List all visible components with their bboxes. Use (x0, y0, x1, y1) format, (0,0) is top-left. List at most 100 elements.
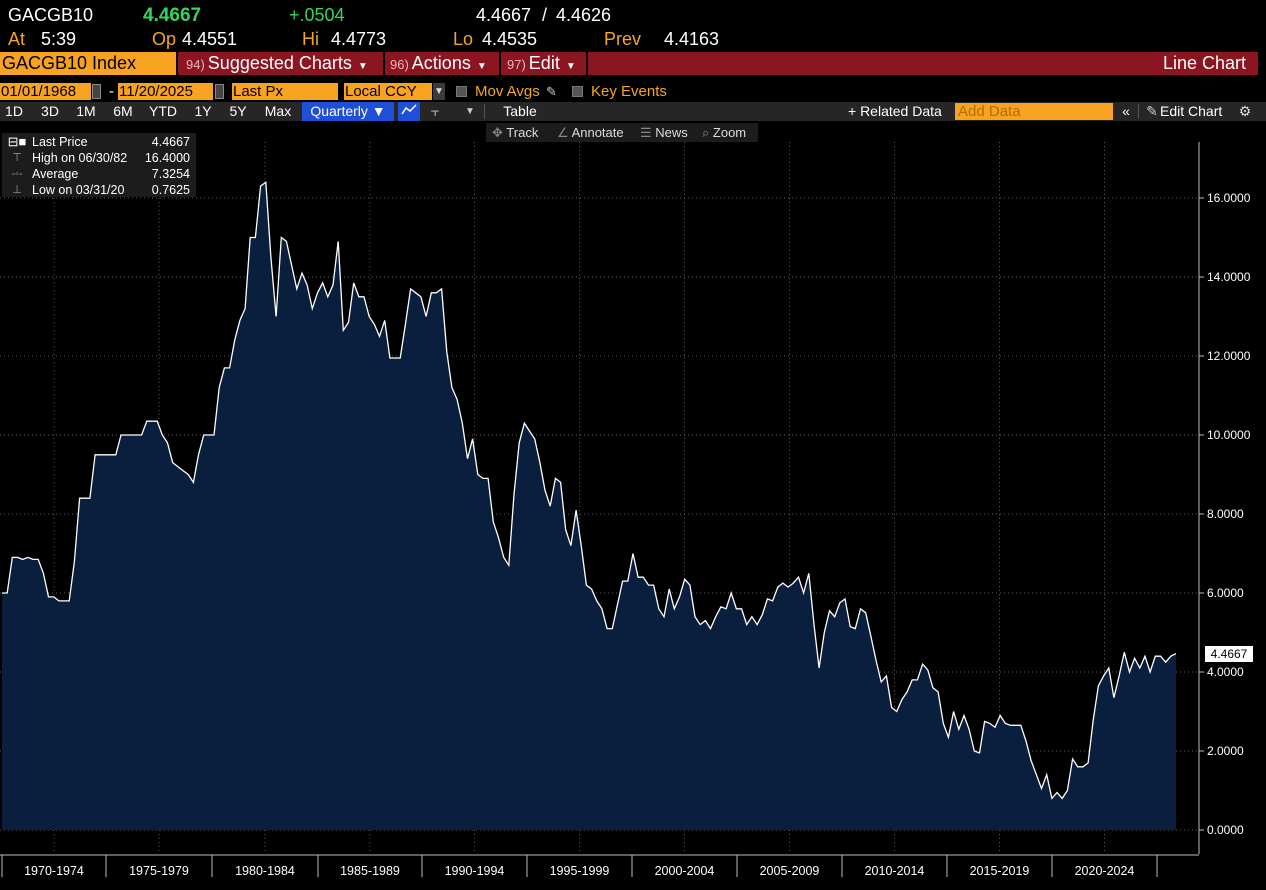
y-tick-label: 14.0000 (1207, 270, 1251, 284)
x-tick-label: 1990-1994 (445, 864, 505, 878)
x-tick-label: 2005-2009 (760, 864, 820, 878)
y-tick-label: 2.0000 (1207, 744, 1244, 758)
price-field-select[interactable]: Last Px (232, 83, 338, 100)
caret-down-icon: ▼ (476, 61, 487, 72)
x-tick-label: 1975-1979 (129, 864, 189, 878)
menu-separator (499, 52, 501, 75)
track-button[interactable]: ✥ Track (492, 123, 538, 142)
menu-number: 96) (390, 57, 409, 72)
menu-label: Actions (411, 53, 471, 73)
add-data-input[interactable]: Add Data (955, 103, 1113, 120)
open-value: 4.4551 (182, 29, 238, 49)
bar-chart-icon[interactable]: ⫟ (430, 103, 440, 119)
chart-tools-bar (486, 123, 758, 142)
chart-type-dropdown-icon[interactable]: ▼ (465, 106, 475, 117)
y-tick-label: 8.0000 (1207, 507, 1244, 521)
y-tick-label: 10.0000 (1207, 428, 1251, 442)
x-tick-label: 1985-1989 (340, 864, 400, 878)
key-events-label: Key Events (591, 83, 667, 100)
crosshair-icon: ✥ (492, 125, 503, 140)
legend-name: High on 06/30/82 (32, 151, 128, 165)
legend-name: Average (32, 167, 79, 181)
news-button[interactable]: ☰ News (640, 123, 688, 142)
prev-label: Prev (604, 29, 642, 49)
calendar-icon[interactable] (92, 84, 101, 99)
legend-row-average: -◦- Average 7.3254 (2, 166, 196, 182)
quote-time: 5:39 (41, 29, 77, 49)
line-chart-icon-svg (401, 104, 417, 115)
chart-type-title: Line Chart (1162, 53, 1246, 73)
high-label: Hi (302, 29, 319, 49)
x-tick-label: 1995-1999 (550, 864, 610, 878)
menu-separator (586, 52, 588, 75)
table-button[interactable]: Table (503, 103, 537, 119)
net-change: +.0504 (289, 5, 345, 25)
suggested-charts-menu[interactable]: 94) Suggested Charts ▼ (186, 52, 368, 75)
ticker-label: GACGB10 (8, 5, 94, 25)
legend-value: 7.3254 (151, 167, 190, 181)
end-date-field[interactable]: 11/20/2025 (118, 83, 213, 100)
annotate-icon: ∠ (557, 125, 569, 140)
line-chart-icon[interactable] (398, 102, 420, 121)
news-icon: ☰ (640, 125, 652, 140)
y-tick-label: 16.0000 (1207, 191, 1251, 205)
edit-chart-button[interactable]: Edit Chart (1160, 103, 1223, 119)
range-1d-button[interactable]: 1D (5, 103, 23, 119)
mov-avgs-checkbox[interactable] (456, 86, 467, 97)
quote-row-2: At 5:39 Op 4.4551 Hi 4.4773 Lo 4.4535 Pr… (0, 27, 1266, 51)
actions-menu[interactable]: 96) Actions ▼ (390, 52, 487, 75)
menu-separator (383, 52, 385, 75)
range-max-button[interactable]: Max (264, 103, 292, 119)
y-tick-label: 4.0000 (1207, 665, 1244, 679)
pencil-icon[interactable]: ✎ (546, 84, 557, 99)
related-data-button[interactable]: + Related Data (848, 103, 942, 119)
last-price: 4.4667 (143, 5, 202, 26)
y-axis: 0.0000 2.0000 4.0000 6.0000 8.0000 10.0000 12.… (1198, 142, 1251, 854)
legend-row-low: ⊥ Low on 03/31/20 0.7625 (2, 182, 196, 198)
edit-menu[interactable]: 97) Edit ▼ (507, 52, 576, 75)
security-field[interactable]: GACGB10 Index (0, 52, 176, 75)
calendar-icon[interactable] (215, 84, 224, 99)
quote-row-1: GACGB10 4.4667 +.0504 4.4667 / 4.4626 (0, 3, 1266, 27)
range-6m-button[interactable]: 6M (113, 103, 133, 119)
start-date-field[interactable]: 01/01/1968 (0, 83, 91, 100)
prev-value: 4.4163 (664, 29, 720, 49)
collapse-icon[interactable]: « (1122, 103, 1130, 119)
x-tick-label: 2020-2024 (1075, 864, 1135, 878)
x-tick-label: 1980-1984 (235, 864, 295, 878)
open-label: Op (152, 29, 177, 49)
caret-down-icon: ▼ (357, 61, 368, 72)
range-1y-button[interactable]: 1Y (194, 103, 212, 119)
y-tick-label: 12.0000 (1207, 349, 1251, 363)
pencil-icon[interactable]: ✎ (1146, 103, 1158, 119)
low-marker-icon: ⊥ (12, 184, 22, 196)
low-label: Lo (453, 29, 474, 49)
legend-name: Low on 03/31/20 (32, 183, 125, 197)
range-1m-button[interactable]: 1M (76, 103, 96, 119)
menu-number: 97) (507, 57, 526, 72)
legend-value: 16.4000 (144, 151, 190, 165)
annotate-button[interactable]: ∠ Annotate (557, 123, 624, 142)
currency-select[interactable]: Local CCY (344, 83, 432, 100)
zoom-button[interactable]: ⌕ Zoom (702, 123, 746, 142)
at-label: At (8, 29, 26, 49)
range-5y-button[interactable]: 5Y (229, 103, 247, 119)
legend-row-high: ⊤ High on 06/30/82 16.4000 (2, 150, 196, 166)
price-area (2, 182, 1176, 830)
range-ytd-button[interactable]: YTD (149, 103, 177, 119)
x-tick-label: 2000-2004 (655, 864, 715, 878)
key-events-checkbox[interactable] (572, 86, 583, 97)
zoom-label: Zoom (712, 125, 747, 140)
price-chart[interactable]: 0.0000 2.0000 4.0000 6.0000 8.0000 10.0000 12.… (0, 142, 1266, 890)
bid-ask-separator: / (542, 5, 548, 25)
caret-down-icon: ▼ (565, 61, 576, 72)
zoom-icon: ⌕ (702, 125, 710, 140)
currency-dropdown-icon[interactable]: ▼ (433, 83, 445, 100)
range-3d-button[interactable]: 3D (41, 103, 59, 119)
legend-name: Last Price (32, 135, 88, 149)
gear-icon[interactable]: ⚙ (1238, 103, 1252, 119)
period-select[interactable]: Quarterly ▼ (302, 102, 394, 121)
low-value: 4.4535 (482, 29, 538, 49)
mov-avgs-label: Mov Avgs (475, 83, 540, 100)
title-bar (0, 52, 1258, 75)
